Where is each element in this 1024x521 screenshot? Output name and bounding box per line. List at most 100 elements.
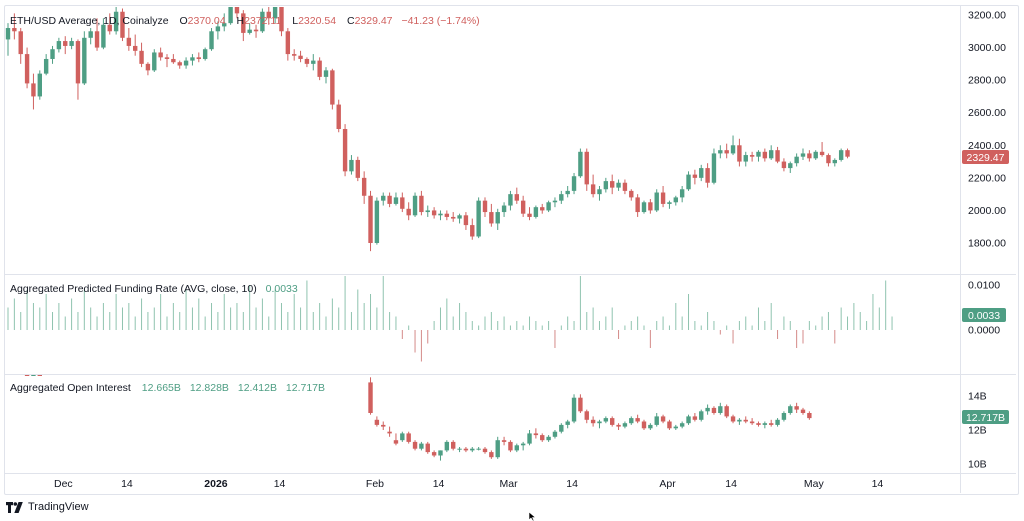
main-legend-c-value: 2329.47: [355, 15, 393, 27]
price-candle: [616, 179, 621, 191]
price-candles: [5, 7, 850, 252]
price-candle: [279, 7, 284, 37]
time-tick-label: 14: [121, 478, 133, 490]
price-candle: [374, 197, 380, 245]
price-candle: [164, 54, 170, 68]
price-candle: [241, 10, 246, 42]
price-candle: [247, 23, 252, 35]
price-candle: [272, 7, 278, 24]
oi-candle: [374, 416, 380, 427]
price-candle: [673, 195, 678, 206]
oi-candle: [476, 447, 481, 451]
main-legend-change: −41.23 (−1.74%): [401, 15, 479, 27]
funding-tick-label: 0.0000: [968, 325, 1000, 337]
price-candle: [552, 197, 558, 208]
main-legend-o-label: O: [179, 15, 187, 27]
oi-candle: [368, 377, 373, 415]
price-candle: [215, 21, 221, 40]
oi-candle: [699, 409, 704, 422]
price-candle: [37, 70, 42, 100]
price-candle: [107, 13, 112, 35]
price-candle: [317, 57, 322, 81]
price-candle: [336, 99, 341, 133]
price-candle: [629, 189, 634, 201]
oi-candle: [24, 375, 30, 376]
oi-candle: [533, 428, 539, 439]
price-candle: [381, 192, 386, 206]
oi-candle: [540, 433, 545, 442]
oi-axis-ticks: 14B 12B 10B: [968, 391, 987, 471]
main-legend: ETH/USD Average, 1D, Coinalyze O2370.04 …: [10, 15, 480, 27]
price-candle: [648, 199, 653, 214]
price-candle: [711, 148, 717, 185]
price-candle: [489, 203, 494, 227]
price-candle: [571, 172, 577, 195]
price-candle: [807, 150, 812, 162]
price-candle: [228, 7, 233, 25]
oi-candle: [635, 414, 640, 424]
price-candle: [482, 197, 488, 217]
oi-candle: [590, 416, 596, 427]
oi-candle: [381, 421, 386, 430]
time-tick-label: 2026: [204, 478, 228, 490]
price-candle: [762, 148, 768, 162]
price-candle: [501, 202, 507, 217]
price-candle: [330, 68, 335, 110]
price-candle: [578, 148, 583, 178]
price-candle: [431, 207, 437, 219]
oi-legend-value-2: 12.828B: [190, 382, 229, 394]
tradingview-footer[interactable]: TradingView: [6, 497, 89, 517]
price-candle: [202, 47, 208, 61]
price-candle: [743, 151, 748, 167]
price-candle: [425, 205, 430, 217]
time-tick-label: Mar: [499, 478, 518, 490]
price-candle: [730, 135, 736, 156]
price-candle: [565, 186, 570, 198]
price-tick-label: 1800.00: [968, 238, 1006, 250]
oi-candle: [387, 426, 392, 437]
time-tick-label: 14: [725, 478, 737, 490]
price-candle: [737, 138, 742, 167]
oi-candle: [616, 423, 621, 430]
price-candle: [819, 142, 825, 157]
oi-candle: [31, 375, 36, 376]
price-candle: [527, 207, 532, 221]
price-candle: [75, 39, 81, 100]
funding-legend-name: Aggregated Predicted Funding Rate (AVG, …: [10, 283, 257, 295]
oi-candle: [667, 419, 672, 430]
oi-candle: [489, 450, 494, 459]
price-candle: [845, 148, 850, 159]
price-candle: [400, 192, 405, 213]
price-candle: [756, 150, 761, 162]
price-candle: [355, 156, 360, 182]
price-candle: [769, 145, 774, 160]
price-candle: [133, 34, 138, 56]
price-candle: [590, 174, 596, 198]
price-candle: [451, 212, 456, 222]
oi-candle: [412, 440, 418, 451]
price-candle: [584, 148, 589, 191]
oi-candle: [419, 441, 424, 451]
oi-candle: [578, 394, 583, 413]
oi-candle: [406, 431, 411, 444]
price-candle: [145, 62, 151, 76]
oi-candle: [807, 411, 812, 420]
price-candle: [679, 186, 685, 203]
main-legend-l-label: L: [292, 15, 298, 27]
price-candle: [476, 197, 481, 239]
oi-candle: [482, 447, 488, 454]
chart-frame: [4, 5, 1019, 495]
oi-candle: [457, 447, 462, 453]
price-candle: [686, 171, 691, 191]
oi-candle: [495, 436, 500, 459]
oi-candle: [711, 406, 717, 415]
oi-candle: [431, 450, 437, 458]
price-badge: 2329.47: [962, 150, 1009, 164]
oi-candle: [679, 421, 685, 429]
oi-candle: [438, 450, 443, 461]
oi-candle: [686, 414, 691, 425]
price-candle: [622, 179, 628, 195]
price-candle: [781, 158, 787, 172]
oi-candles: [24, 375, 812, 461]
